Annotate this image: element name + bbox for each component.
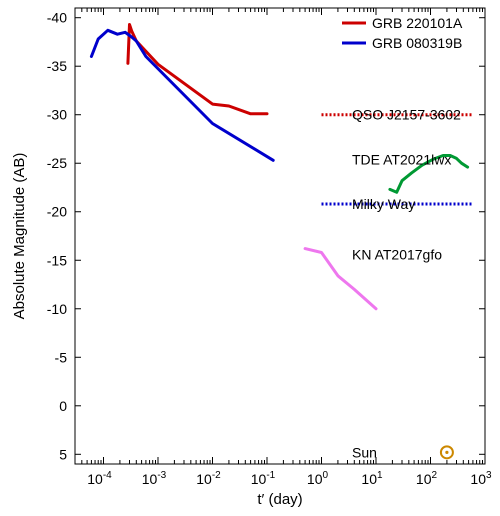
annotation-label-sun: Sun <box>352 444 377 460</box>
annotation-label-tde-at2021lwx: TDE AT2021lwx <box>352 151 451 167</box>
y-tick-label: -35 <box>47 58 67 74</box>
legend: GRB 220101A GRB 080319B <box>342 15 463 51</box>
series-line-grb-080319b <box>89 28 275 162</box>
x-tick-label: 10-3 <box>142 470 167 487</box>
sun-symbol <box>439 445 454 460</box>
sun-symbol-dot <box>445 450 449 454</box>
x-tick-label: 102 <box>416 470 438 487</box>
y-tick-label: 0 <box>59 398 67 414</box>
y-tick-label: -15 <box>47 252 67 268</box>
y-tick-label: -30 <box>47 107 67 123</box>
y-axis-title: Absolute Magnitude (AB) <box>11 153 28 320</box>
y-tick-label: 5 <box>59 446 67 462</box>
y-axis: -40 -35 -30 -25 -20 -15 -10 -5 0 5 <box>47 10 485 462</box>
annotation-label-qso-j2157-3602: QSO J2157-3602 <box>352 107 461 123</box>
y-tick-label: -25 <box>47 155 67 171</box>
x-tick-label: 10-4 <box>87 470 112 487</box>
legend-label: GRB 080319B <box>372 35 462 51</box>
x-tick-label: 10-2 <box>196 470 221 487</box>
x-tick-label: 100 <box>307 470 329 487</box>
x-tick-label: 101 <box>361 470 383 487</box>
series-line-grb-220101a <box>126 23 269 116</box>
plot-frame <box>74 7 486 465</box>
series-line-tde-at2021lwx <box>388 154 470 194</box>
annotation-label-milky-way: Milky Way <box>352 196 415 212</box>
y-tick-label: -5 <box>55 349 68 365</box>
series-line-kn-at2017gfo <box>303 247 378 311</box>
legend-label: GRB 220101A <box>372 15 463 31</box>
y-tick-label: -10 <box>47 301 67 317</box>
x-axis-title: t′ (day) <box>257 491 302 508</box>
x-axis: 10-4 10-3 10-2 10-1 100 101 102 103 <box>74 8 492 487</box>
annotation-label-kn-at2017gfo: KN AT2017gfo <box>352 246 442 262</box>
series-layer <box>89 23 275 162</box>
x-tick-label: 10-1 <box>251 470 276 487</box>
annotation-layer: QSO J2157-3602 TDE AT2021lwx Milky Way KN A… <box>303 107 473 460</box>
y-tick-label: -20 <box>47 204 67 220</box>
y-tick-label: -40 <box>47 10 67 26</box>
x-tick-label: 103 <box>470 470 492 487</box>
